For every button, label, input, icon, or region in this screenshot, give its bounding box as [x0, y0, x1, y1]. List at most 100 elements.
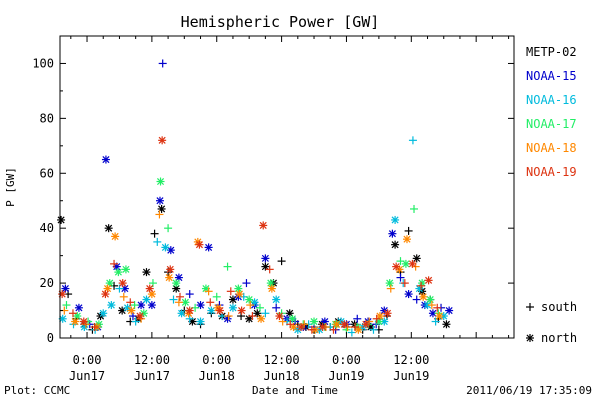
data-point-noaa-15-35: [388, 229, 397, 238]
data-point-noaa-19-25: [307, 325, 316, 334]
y-tick-label-1: 20: [40, 276, 54, 290]
data-point-noaa-19-6: [118, 279, 127, 288]
data-point-noaa-17-10: [156, 177, 165, 186]
data-point-noaa-18-11: [165, 273, 174, 282]
marker-legend-symbol-south: [526, 303, 534, 311]
data-point-noaa-18-36: [419, 292, 428, 301]
data-point-noaa-15-7: [128, 312, 137, 321]
data-point-noaa-18-37: [427, 301, 436, 310]
marker-legend-label-south: south: [541, 300, 577, 314]
data-point-noaa-19-15: [206, 298, 215, 307]
data-point-metp-02-11: [142, 268, 151, 277]
data-point-noaa-19-26: [318, 323, 327, 332]
data-point-noaa-17-19: [245, 295, 254, 304]
data-point-noaa-19-1: [68, 309, 77, 318]
data-point-noaa-16-21: [261, 309, 270, 318]
data-point-noaa-17-11: [164, 224, 173, 233]
x-tick-day-4: Jun19: [328, 369, 364, 383]
y-tick-label-2: 40: [40, 221, 54, 235]
legend-item-noaa-15: NOAA-15: [526, 69, 577, 83]
data-point-noaa-17-5: [114, 268, 123, 277]
data-point-noaa-16-14: [185, 314, 194, 323]
data-point-noaa-15-9: [147, 301, 156, 310]
data-point-noaa-19-37: [424, 276, 433, 285]
x-axis: 0:00 Jun17 12:00 Jun17 0:00 Jun18 12:00 Jun18 0:…: [69, 36, 510, 383]
data-point-noaa-16-22: [272, 295, 281, 304]
data-point-noaa-15-14: [185, 290, 194, 299]
data-point-noaa-18-6: [119, 292, 128, 301]
data-point-noaa-15-15: [196, 301, 205, 310]
data-point-noaa-16-13: [177, 309, 186, 318]
data-point-noaa-16-32: [380, 317, 389, 326]
data-point-noaa-19-29: [351, 323, 360, 332]
x-tick-day-5: Jun19: [393, 369, 429, 383]
data-point-noaa-16-29: [347, 328, 356, 337]
data-point-noaa-16-36: [415, 284, 424, 293]
data-point-noaa-15-36: [396, 273, 405, 282]
data-point-noaa-17-21: [266, 279, 275, 288]
x-tick-time-2: 0:00: [202, 353, 231, 367]
marker-legend-label-north: north: [541, 331, 577, 345]
data-point-noaa-19-4: [101, 290, 110, 299]
y-axis: 0 20 40 60 80 100: [32, 56, 514, 345]
data-point-noaa-16-9: [142, 295, 151, 304]
data-point-noaa-17-23: [288, 314, 297, 323]
data-point-noaa-19-16: [215, 306, 224, 315]
data-point-noaa-18-19: [246, 301, 255, 310]
plot-timestamp: 2011/06/19 17:35:09: [466, 384, 592, 397]
data-point-noaa-19-18: [237, 306, 246, 315]
data-point-noaa-19-33: [392, 262, 401, 271]
series-noaa-16: [58, 136, 448, 337]
data-point-noaa-18-17: [224, 312, 233, 321]
data-point-noaa-17-20: [255, 303, 264, 312]
data-point-noaa-15-16: [204, 243, 213, 252]
data-point-noaa-17-37: [426, 295, 435, 304]
data-point-noaa-17-8: [139, 309, 148, 318]
data-point-noaa-15-31: [353, 314, 362, 323]
data-point-noaa-17-6: [121, 265, 130, 274]
y-tick-label-5: 100: [32, 56, 54, 70]
data-point-metp-02-0: [57, 215, 66, 224]
data-point-noaa-19-27: [329, 325, 338, 334]
data-point-metp-02-12: [150, 229, 159, 238]
data-point-metp-02-44: [412, 254, 421, 263]
plot-credit: Plot: CCMC: [4, 384, 70, 397]
x-tick-day-3: Jun18: [264, 369, 300, 383]
series-noaa-17: [62, 177, 443, 334]
data-point-noaa-16-12: [169, 295, 178, 304]
data-point-noaa-15-4: [101, 155, 110, 164]
legend-item-noaa-17: NOAA-17: [526, 117, 577, 131]
data-marks: [57, 59, 454, 337]
data-point-noaa-15-13: [174, 273, 183, 282]
series-noaa-15: [61, 59, 454, 334]
data-point-noaa-19-28: [340, 320, 349, 329]
data-point-noaa-15-37: [404, 290, 413, 299]
data-point-noaa-19-10: [158, 136, 167, 145]
x-tick-time-5: 12:00: [393, 353, 429, 367]
data-point-noaa-19-31: [372, 314, 381, 323]
data-point-noaa-19-35: [408, 259, 417, 268]
data-point-noaa-19-20: [259, 221, 268, 230]
data-point-noaa-19-19: [248, 312, 257, 321]
data-point-noaa-18-12: [174, 298, 183, 307]
data-point-noaa-15-20: [242, 279, 251, 288]
legend-item-metp-02: METP-02: [526, 45, 577, 59]
data-point-noaa-16-38: [431, 317, 440, 326]
data-point-noaa-17-0: [62, 301, 71, 310]
x-tick-day-2: Jun18: [199, 369, 235, 383]
data-point-noaa-18-10: [155, 210, 164, 219]
data-point-metp-02-48: [442, 320, 451, 329]
data-point-noaa-18-20: [257, 314, 266, 323]
data-point-noaa-18-34: [402, 235, 411, 244]
data-point-noaa-19-13: [185, 306, 194, 315]
data-point-noaa-18-1: [71, 317, 80, 326]
data-point-noaa-18-7: [127, 306, 136, 315]
data-point-noaa-19-38: [433, 303, 442, 312]
data-point-noaa-17-16: [212, 292, 221, 301]
data-point-noaa-16-8: [131, 317, 140, 326]
data-point-noaa-19-5: [110, 259, 119, 268]
data-point-noaa-16-5: [107, 301, 116, 310]
data-point-noaa-16-10: [153, 237, 162, 246]
data-point-metp-02-7: [110, 281, 119, 290]
